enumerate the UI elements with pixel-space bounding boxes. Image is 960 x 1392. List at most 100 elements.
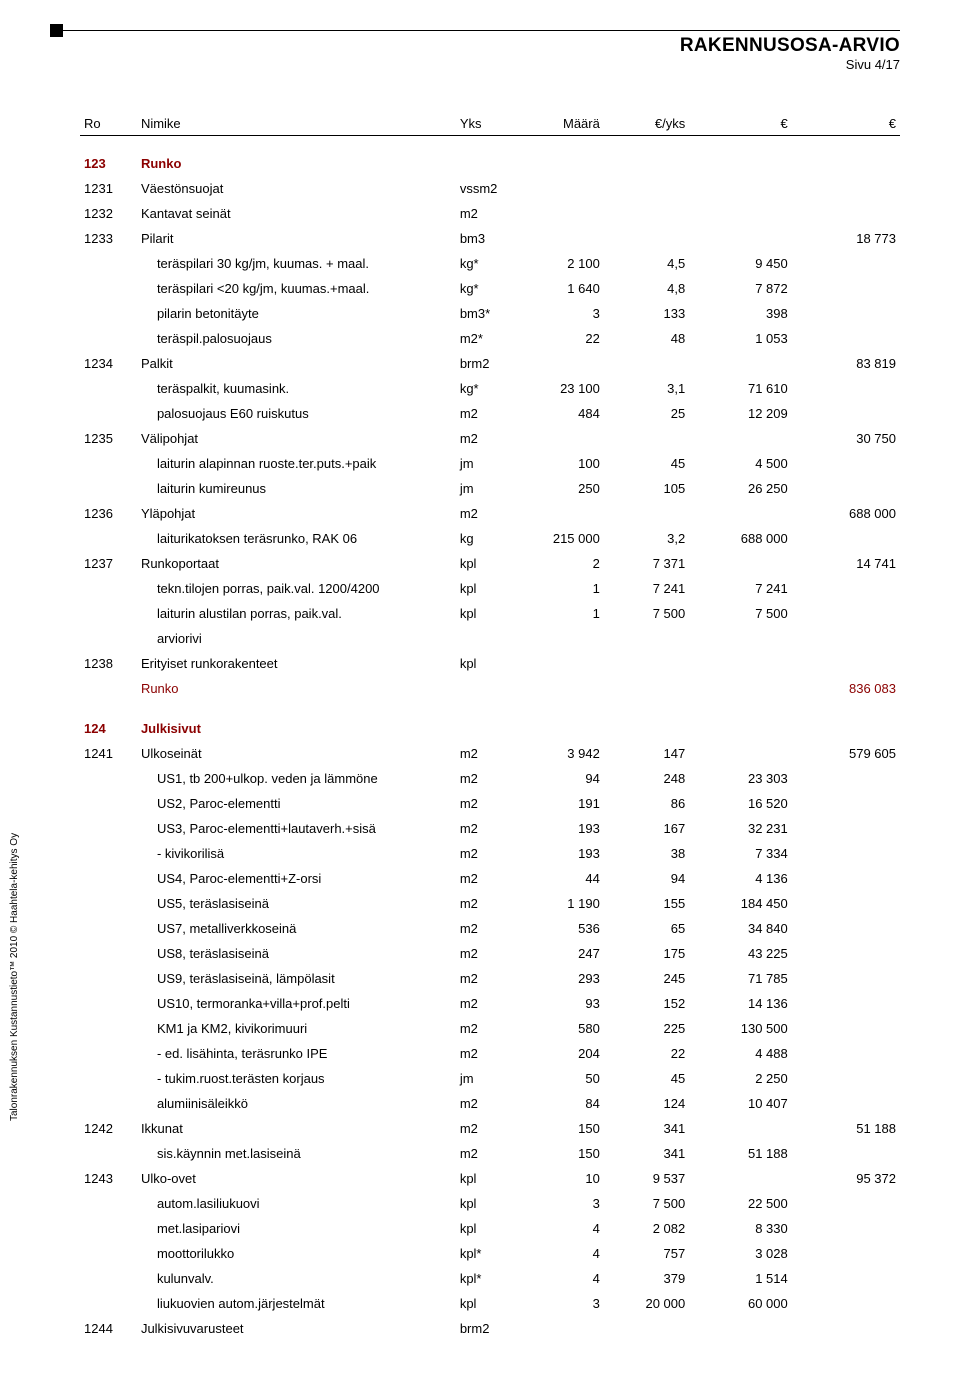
cell-e2: 14 741 [792,551,900,576]
col-eyks: €/yks [604,112,689,136]
cell-maara: 191 [518,791,603,816]
cell-yks: bm3* [456,301,519,326]
cell-ro [80,1291,137,1316]
cell-eyks: 38 [604,841,689,866]
cell-eyks: 7 371 [604,551,689,576]
table-row: alumiinisäleikköm28412410 407 [80,1091,900,1116]
cell-ro [80,476,137,501]
cell-yks: m2 [456,401,519,426]
table-body: 123Runko1231Väestönsuojatvssm21232Kantav… [80,136,900,1342]
cell-ro [80,526,137,551]
cell-nimike: tekn.tilojen porras, paik.val. 1200/4200 [137,576,456,601]
cell-nimike: laiturikatoksen teräsrunko, RAK 06 [137,526,456,551]
cell-ro [80,451,137,476]
cell-eyks: 124 [604,1091,689,1116]
cell-e2 [792,1191,900,1216]
cell-nimike: laiturin kumireunus [137,476,456,501]
cell-eyks: 20 000 [604,1291,689,1316]
cell-e2 [792,326,900,351]
cell-ro: 1235 [80,426,137,451]
cell-maara [518,226,603,251]
cell-yks: m2 [456,1016,519,1041]
cell-yks: m2 [456,1091,519,1116]
cell-e2 [792,376,900,401]
cell-e1: 7 872 [689,276,792,301]
cell-ro [80,791,137,816]
cell-yks [456,626,519,651]
cell-e2 [792,841,900,866]
col-ro: Ro [80,112,137,136]
cell-yks: kpl [456,1216,519,1241]
cell-e2: 579 605 [792,741,900,766]
table-row: 1235Välipohjatm230 750 [80,426,900,451]
cell-maara: 100 [518,451,603,476]
cell-yks: m2 [456,866,519,891]
cell-maara: 150 [518,1116,603,1141]
cell-ro [80,941,137,966]
cell-ro [80,326,137,351]
cell-yks: kpl [456,1191,519,1216]
table-row: US1, tb 200+ulkop. veden ja lämmönem2942… [80,766,900,791]
cell-nimike: US4, Paroc-elementti+Z-orsi [137,866,456,891]
cell-e2 [792,601,900,626]
cell-ro [80,816,137,841]
cell-eyks: 152 [604,991,689,1016]
cell-ro: 1234 [80,351,137,376]
cell-nimike: US5, teräslasiseinä [137,891,456,916]
cell-e2: 83 819 [792,351,900,376]
cell-ro [80,626,137,651]
cell-ro: 1232 [80,201,137,226]
cell-maara: 1 [518,601,603,626]
cell-e2 [792,576,900,601]
cell-e1: 16 520 [689,791,792,816]
cell-yks: kg* [456,276,519,301]
cell-eyks [604,1316,689,1341]
cell-e1: 10 407 [689,1091,792,1116]
table-row: 1243Ulko-ovetkpl109 53795 372 [80,1166,900,1191]
cell-e1: 60 000 [689,1291,792,1316]
cell-e1: 7 241 [689,576,792,601]
cell-yks: m2 [456,891,519,916]
cell-e1 [689,551,792,576]
table-row: 124Julkisivut [80,701,900,741]
cell-nimike: Välipohjat [137,426,456,451]
cell-yks [456,676,519,701]
cell-nimike: liukuovien autom.järjestelmät [137,1291,456,1316]
cell-e1: 7 334 [689,841,792,866]
cell-e1: 14 136 [689,991,792,1016]
cell-ro [80,1191,137,1216]
cell-e1: 26 250 [689,476,792,501]
cell-yks: kpl [456,601,519,626]
cell-nimike: Erityiset runkorakenteet [137,651,456,676]
cell-yks: m2 [456,941,519,966]
table-row: teräspalkit, kuumasink.kg*23 1003,171 61… [80,376,900,401]
cell-yks: m2 [456,1141,519,1166]
cell-eyks: 22 [604,1041,689,1066]
table-row: US10, termoranka+villa+prof.peltim293152… [80,991,900,1016]
cell-eyks: 3,1 [604,376,689,401]
cell-e1 [689,176,792,201]
cell-maara: 1 [518,576,603,601]
col-nimike: Nimike [137,112,456,136]
header-rule [50,30,900,31]
cell-eyks [604,426,689,451]
table-row: 1242Ikkunatm215034151 188 [80,1116,900,1141]
cell-yks: kpl [456,1291,519,1316]
cell-nimike: US1, tb 200+ulkop. veden ja lämmöne [137,766,456,791]
cell-eyks: 9 537 [604,1166,689,1191]
cell-eyks: 379 [604,1266,689,1291]
table-row: - kivikorilisäm2193387 334 [80,841,900,866]
cell-maara: 93 [518,991,603,1016]
cell-ro [80,576,137,601]
cell-nimike: kulunvalv. [137,1266,456,1291]
cell-e1: 22 500 [689,1191,792,1216]
cell-ro: 1242 [80,1116,137,1141]
cell-nimike: met.lasipariovi [137,1216,456,1241]
col-e1: € [689,112,792,136]
cell-e2 [792,1291,900,1316]
cell-e1: 2 250 [689,1066,792,1091]
cell-maara: 22 [518,326,603,351]
cell-e2 [792,1066,900,1091]
cell-yks: m2 [456,766,519,791]
cell-maara [518,176,603,201]
